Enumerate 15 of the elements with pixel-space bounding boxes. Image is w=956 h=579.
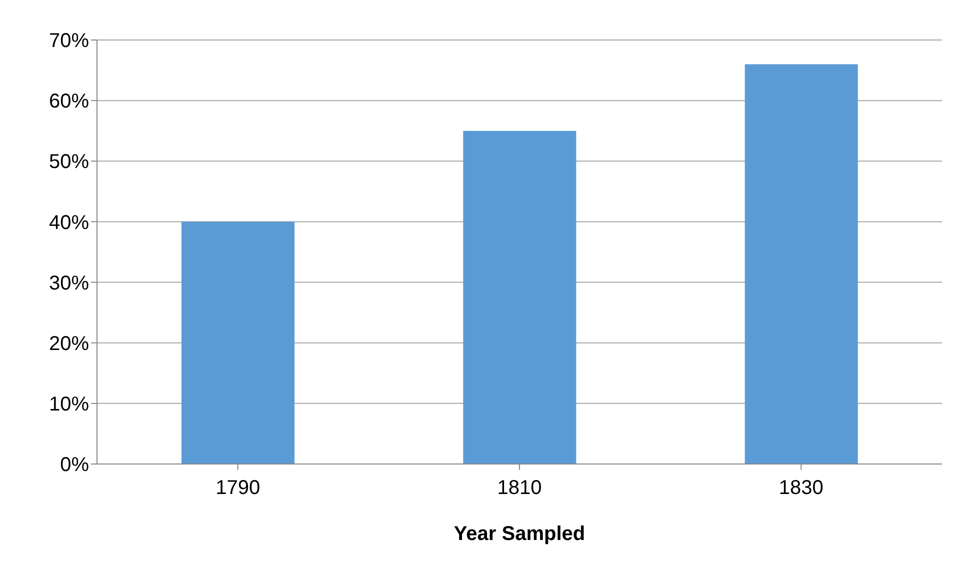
y-tick-label: 50%	[48, 151, 90, 174]
y-tick-label: 20%	[48, 332, 90, 355]
y-tick-label: 10%	[48, 394, 90, 416]
bar	[463, 130, 576, 464]
y-tick-label: 60%	[48, 90, 90, 113]
y-tick-label: 40%	[48, 212, 90, 234]
x-tick-label: 1790	[216, 477, 260, 500]
y-tick-label: 70%	[48, 30, 90, 52]
x-tick-label: 1810	[497, 477, 542, 500]
x-tick-label: 1830	[778, 477, 824, 500]
bar	[182, 222, 294, 464]
y-tick-label: 0%	[60, 454, 90, 476]
x-axis-title: Year Sampled	[454, 523, 586, 546]
bar	[744, 64, 858, 464]
y-tick-label: 30%	[48, 272, 90, 294]
